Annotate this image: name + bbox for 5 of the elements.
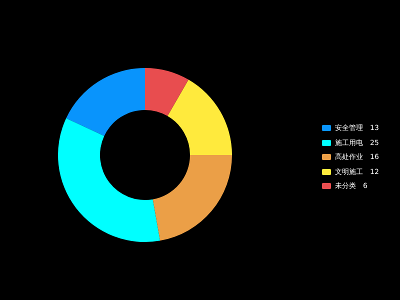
donut-slice	[66, 68, 145, 136]
donut-slice	[152, 155, 232, 241]
donut-slice	[58, 118, 160, 242]
donut-slice	[145, 68, 188, 116]
donut-slice	[168, 80, 232, 155]
